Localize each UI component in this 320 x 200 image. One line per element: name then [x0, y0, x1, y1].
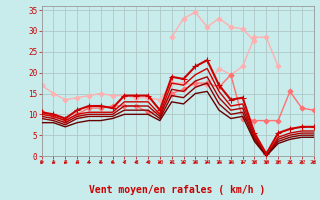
- X-axis label: Vent moyen/en rafales ( km/h ): Vent moyen/en rafales ( km/h ): [90, 185, 266, 195]
